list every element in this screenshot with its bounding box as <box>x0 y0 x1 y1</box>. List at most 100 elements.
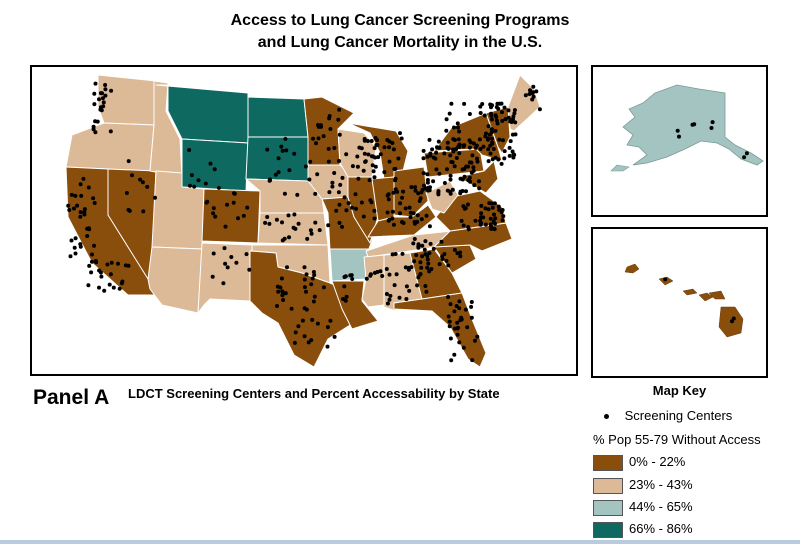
screening-center-dot <box>281 298 286 302</box>
screening-center-dot <box>308 159 313 164</box>
screening-center-dot <box>385 210 390 215</box>
screening-center-dot <box>412 259 417 264</box>
screening-center-dot <box>332 146 337 150</box>
screening-center-dot <box>188 183 192 188</box>
screening-center-dot <box>406 265 411 270</box>
screening-center-dot <box>489 105 493 110</box>
screening-center-dot <box>356 176 361 181</box>
screening-center-dot <box>477 186 482 191</box>
screening-center-dot <box>731 316 736 321</box>
screening-center-dot <box>282 191 287 196</box>
screening-center-dot <box>461 223 466 228</box>
state-texas <box>249 250 351 368</box>
screening-center-dot <box>427 224 432 229</box>
screening-center-dot <box>512 111 517 116</box>
screening-center-dot <box>204 200 209 205</box>
screening-center-dot <box>457 299 462 304</box>
screening-center-dot <box>334 208 339 213</box>
screening-center-dot <box>302 285 307 290</box>
screening-center-dot <box>509 120 514 124</box>
map-title-line-1: Access to Lung Cancer Screening Programs <box>230 12 570 29</box>
screening-center-dot <box>399 136 404 141</box>
map-key-title: Map Key <box>652 383 707 398</box>
screening-center-dot <box>486 147 491 152</box>
screening-center-dot <box>210 274 215 279</box>
screening-center-dot <box>490 141 495 146</box>
screening-center-dot <box>458 250 463 255</box>
screening-center-dot <box>316 136 321 141</box>
screening-center-dot <box>373 155 378 160</box>
screening-center-dot <box>330 180 335 185</box>
screening-center-dot <box>398 211 402 216</box>
screening-center-dot <box>311 136 316 141</box>
screening-center-dot <box>449 101 454 106</box>
screening-center-dot <box>496 157 501 162</box>
screening-center-dot <box>479 211 484 216</box>
screening-center-dot <box>92 243 96 248</box>
screening-center-dot <box>387 145 391 150</box>
screening-center-dot <box>367 178 372 183</box>
screening-center-dot <box>403 206 408 211</box>
screening-center-dot <box>530 91 535 96</box>
screening-center-dot <box>477 179 481 184</box>
screening-center-dot <box>431 246 436 251</box>
screening-center-dot <box>78 210 83 215</box>
screening-center-dot <box>454 304 459 308</box>
screening-center-dot <box>431 179 436 184</box>
screening-center-dot <box>387 272 392 277</box>
screening-center-dot <box>393 166 398 171</box>
screening-center-dot <box>387 297 392 302</box>
screening-center-dot <box>489 113 494 118</box>
screening-center-dot <box>86 283 91 288</box>
screening-center-dot <box>412 220 417 224</box>
screening-center-dot <box>426 261 431 266</box>
screening-center-dot <box>483 134 488 139</box>
screening-center-dot <box>452 309 457 314</box>
screening-center-dot <box>422 247 427 252</box>
screening-center-dot <box>528 88 532 93</box>
screening-center-dot <box>229 255 234 259</box>
screening-center-dot <box>446 314 451 319</box>
alaska-inset-map <box>591 65 768 217</box>
screening-center-dot <box>437 262 442 267</box>
screening-center-dot <box>531 84 536 89</box>
screening-center-dot <box>490 136 494 141</box>
screening-center-dot <box>408 215 413 220</box>
screening-center-dot <box>390 252 395 257</box>
screening-center-dot <box>464 189 468 194</box>
screening-center-dot <box>425 172 430 177</box>
screening-center-dot <box>486 207 491 212</box>
state-colorado <box>201 188 261 244</box>
screening-center-dot <box>68 254 73 259</box>
screening-center-dot <box>421 171 426 176</box>
screening-center-dot <box>448 336 453 341</box>
screening-center-dot <box>302 265 307 270</box>
state-washington <box>97 74 157 126</box>
screening-center-dot <box>393 176 398 181</box>
screening-center-dot <box>337 107 342 112</box>
screening-center-dot <box>497 137 502 142</box>
screening-center-dot <box>342 275 347 279</box>
screening-center-dot <box>462 101 467 106</box>
screening-center-dot <box>417 199 422 203</box>
screening-center-dot <box>97 97 101 102</box>
screening-center-dot <box>292 151 297 156</box>
screening-center-dot <box>492 226 497 231</box>
screening-center-dot <box>373 164 378 169</box>
screening-center-dot <box>452 247 457 252</box>
screening-center-dot <box>461 345 466 350</box>
screening-center-dot <box>401 189 406 194</box>
screening-center-dot <box>500 218 505 223</box>
screening-center-dot <box>311 270 316 274</box>
screening-center-dot <box>93 259 98 263</box>
screening-center-dot <box>537 107 542 112</box>
screening-center-dot <box>465 325 470 330</box>
screening-center-dot <box>289 306 294 311</box>
screening-center-dot <box>452 138 457 142</box>
screening-center-dot <box>287 235 291 240</box>
screening-center-dot <box>372 146 377 151</box>
screening-center-dot <box>454 156 459 160</box>
screening-center-dot <box>283 136 288 141</box>
screening-center-dot <box>449 358 454 363</box>
screening-center-dot <box>523 93 528 98</box>
